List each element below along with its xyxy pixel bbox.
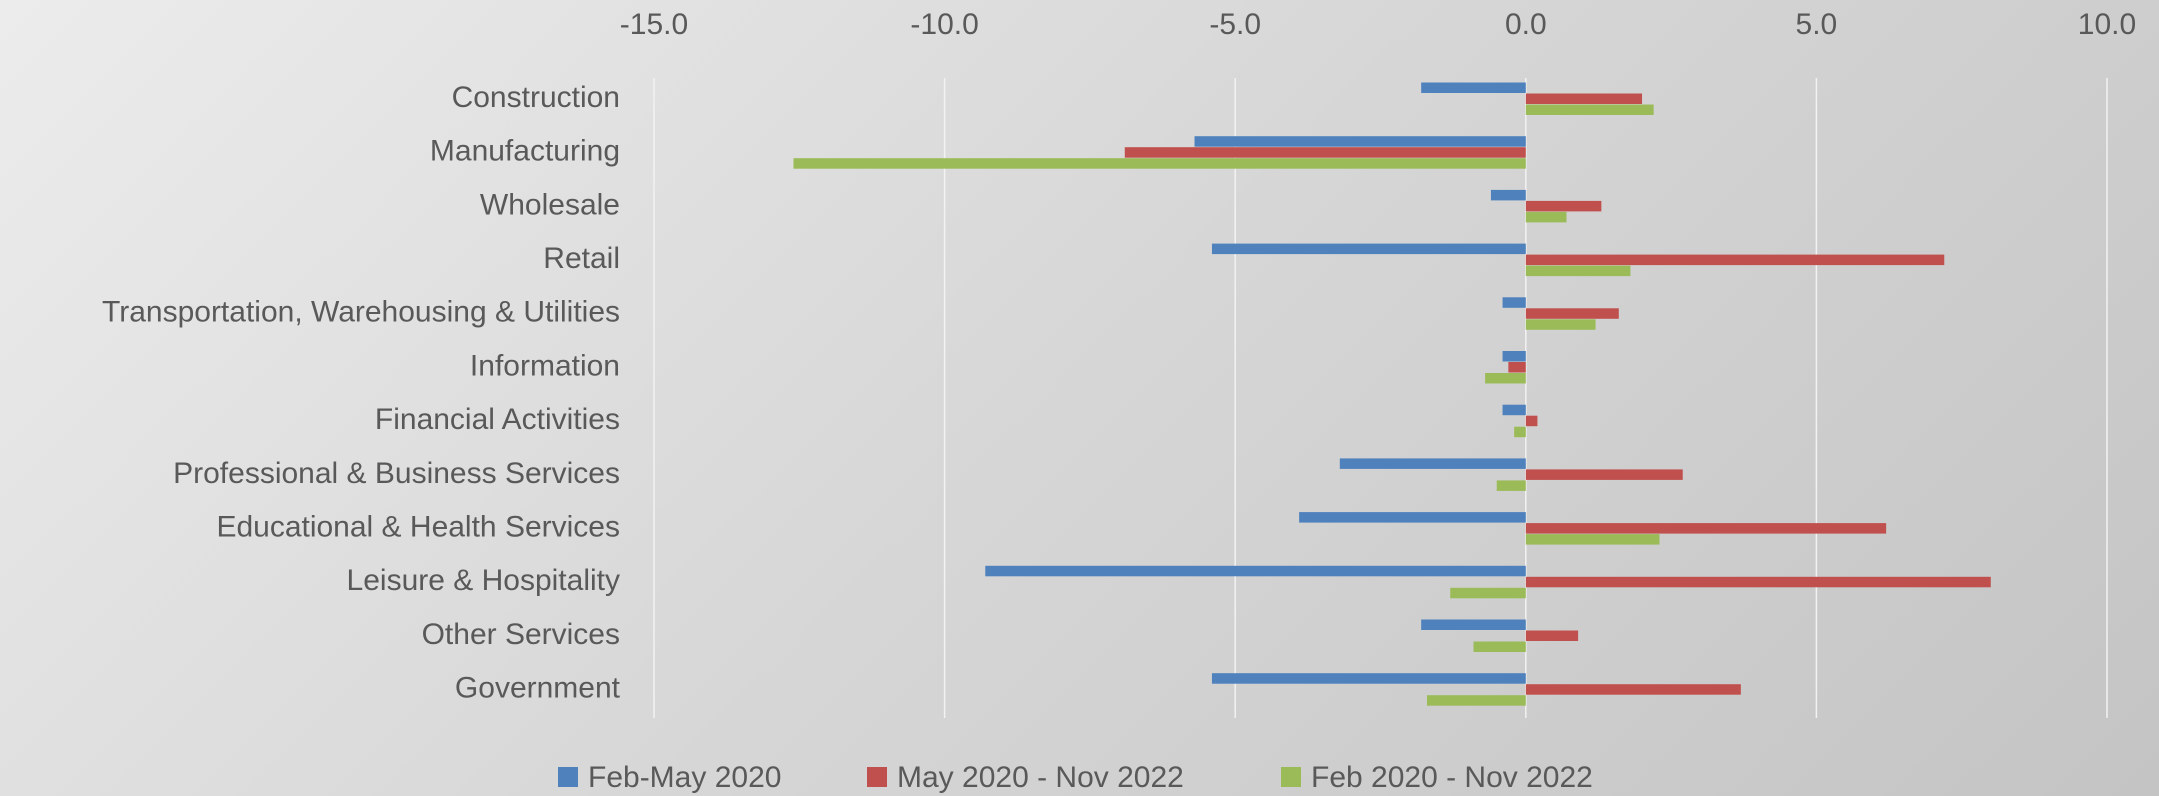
bar: [1496, 480, 1526, 491]
legend-swatch: [1281, 767, 1301, 787]
bar: [1473, 641, 1526, 652]
bar: [1525, 415, 1538, 427]
bar: [1525, 93, 1643, 104]
bar: [1525, 630, 1579, 641]
category-label: Information: [470, 349, 620, 382]
bar: [1211, 243, 1526, 255]
bar: [1426, 695, 1526, 706]
category-label: Wholesale: [480, 188, 620, 221]
bar: [1525, 319, 1596, 330]
bar: [1502, 404, 1526, 416]
bar: [1525, 104, 1654, 115]
legend-swatch: [867, 767, 887, 787]
category-label: Other Services: [422, 618, 620, 651]
bar: [1211, 673, 1526, 684]
category-label: Professional & Business Services: [173, 457, 620, 490]
bar: [985, 565, 1526, 577]
category-label: Government: [455, 672, 621, 705]
category-label: Construction: [452, 81, 620, 114]
bar: [1502, 351, 1526, 362]
x-tick-label: 10.0: [2078, 8, 2136, 41]
category-label: Transportation, Warehousing & Utilities: [102, 296, 620, 329]
bar: [1194, 136, 1526, 147]
bar: [1124, 147, 1526, 158]
bar: [1525, 534, 1660, 545]
x-tick-label: 0.0: [1505, 8, 1547, 41]
bar: [1525, 684, 1741, 695]
legend-label: May 2020 - Nov 2022: [897, 761, 1184, 794]
bar: [793, 158, 1526, 169]
bar: [1299, 512, 1526, 523]
x-tick-label: -10.0: [910, 8, 978, 41]
legend-label: Feb-May 2020: [588, 761, 781, 794]
bar: [1421, 619, 1526, 630]
x-tick-label: -15.0: [620, 8, 688, 41]
x-tick-label: 5.0: [1796, 8, 1838, 41]
legend-swatch: [558, 767, 578, 787]
category-label: Educational & Health Services: [216, 511, 620, 544]
bar: [1490, 189, 1526, 201]
legend-label: Feb 2020 - Nov 2022: [1311, 761, 1593, 794]
bar: [1525, 265, 1631, 277]
bar: [1502, 297, 1526, 308]
category-label: Manufacturing: [430, 135, 620, 168]
bar: [1450, 587, 1526, 599]
bar: [1525, 308, 1619, 319]
bar: [1525, 254, 1945, 266]
bar: [1525, 211, 1567, 223]
bar: [1421, 82, 1526, 93]
bar: [1525, 469, 1683, 480]
bar: [1525, 200, 1602, 212]
bar: [1485, 373, 1526, 384]
bar: [1514, 426, 1526, 438]
category-label: Financial Activities: [375, 403, 620, 436]
x-tick-label: -5.0: [1209, 8, 1261, 41]
bar: [1525, 523, 1887, 534]
category-label: Retail: [543, 242, 620, 275]
bar: [1339, 458, 1526, 469]
bar: [1508, 362, 1526, 373]
bar: [1525, 576, 1991, 588]
category-label: Leisure & Hospitality: [347, 564, 620, 597]
